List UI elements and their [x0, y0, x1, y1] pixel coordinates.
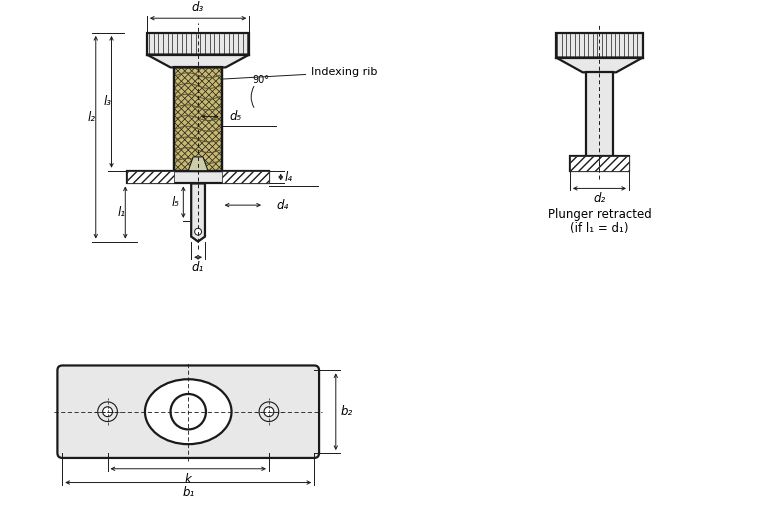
Text: d₂: d₂ — [594, 192, 605, 205]
Circle shape — [98, 402, 118, 422]
Ellipse shape — [145, 379, 231, 444]
Text: Indexing rib: Indexing rib — [223, 67, 378, 79]
Polygon shape — [222, 170, 269, 183]
Polygon shape — [174, 67, 222, 170]
Text: (if l₁ = d₁): (if l₁ = d₁) — [570, 222, 629, 235]
Circle shape — [264, 407, 274, 417]
Text: d₁: d₁ — [192, 261, 204, 274]
Circle shape — [194, 228, 201, 235]
Polygon shape — [570, 156, 600, 170]
Text: l₃: l₃ — [104, 95, 111, 108]
Text: d₅: d₅ — [230, 110, 242, 123]
Text: b₂: b₂ — [341, 405, 353, 418]
FancyBboxPatch shape — [58, 366, 319, 458]
Text: d₄: d₄ — [276, 199, 289, 212]
Polygon shape — [147, 55, 250, 67]
Text: Plunger retracted: Plunger retracted — [548, 208, 651, 221]
Polygon shape — [570, 156, 629, 170]
Text: l₂: l₂ — [88, 111, 96, 124]
Polygon shape — [147, 33, 250, 55]
Text: k: k — [185, 473, 191, 486]
Polygon shape — [586, 72, 613, 156]
Text: l₄: l₄ — [285, 170, 293, 183]
Polygon shape — [600, 156, 629, 170]
Polygon shape — [127, 170, 174, 183]
Polygon shape — [188, 157, 208, 170]
Text: 90°: 90° — [253, 75, 270, 85]
Polygon shape — [127, 170, 269, 183]
Polygon shape — [556, 58, 643, 72]
Text: l₅: l₅ — [171, 196, 180, 209]
Polygon shape — [191, 183, 205, 242]
Text: d₃: d₃ — [192, 1, 204, 14]
Text: b₁: b₁ — [182, 487, 194, 500]
Polygon shape — [556, 33, 643, 58]
Circle shape — [103, 407, 112, 417]
Circle shape — [170, 394, 206, 430]
Circle shape — [259, 402, 279, 422]
Text: l₁: l₁ — [118, 206, 125, 219]
